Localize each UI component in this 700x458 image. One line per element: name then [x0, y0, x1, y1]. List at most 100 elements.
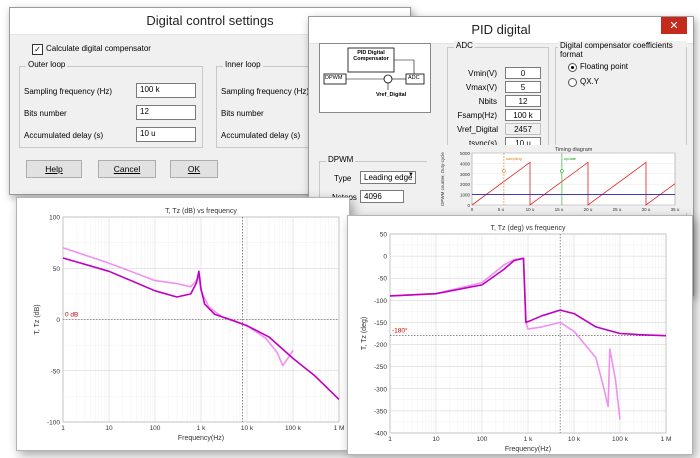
phase-plot-window: T, Tz (deg) vs frequency Frequency(Hz) T, …	[347, 215, 693, 455]
pid-titlebar[interactable]: PID digital ✕	[309, 17, 693, 44]
x-tick-label: 1 M	[334, 425, 345, 432]
window-title: Digital control settings	[146, 13, 274, 28]
outer-bits-label: Bits number	[24, 109, 67, 118]
y-tick-label: -200	[374, 342, 387, 349]
adc-row-field[interactable]: 0	[505, 67, 541, 79]
inner-delay-label: Accumulated delay (s)	[221, 131, 301, 140]
timing-diagram: Timing diagram DPWM counter, Duty-cycle 50…	[427, 145, 687, 213]
timing-y-tick: 0	[467, 203, 470, 208]
timing-x-tick: 5 u	[498, 207, 505, 212]
mag_plot-ylabel: T, Tz (dB)	[34, 304, 41, 334]
series-line	[389, 257, 621, 420]
x-tick-label: 100 k	[285, 425, 302, 432]
adc-row-field[interactable]: 12	[505, 95, 541, 107]
dpwm-type-select[interactable]: Leading edge ▼	[360, 171, 416, 184]
series-line	[62, 257, 340, 400]
y-tick-label: -100	[374, 298, 387, 305]
outer-delay-field[interactable]: 10 u	[136, 127, 196, 142]
y-tick-label: -350	[374, 408, 387, 415]
x-tick-label: 10	[432, 436, 440, 443]
series-line	[62, 247, 294, 367]
y-tick-label: 50	[53, 266, 61, 273]
reference-label: -180°	[392, 327, 408, 335]
inner-sampling-label: Sampling frequency (Hz)	[221, 87, 310, 96]
compensator-block-label: PID Digital Compensator	[353, 50, 389, 62]
floating-point-radio[interactable]	[568, 63, 577, 72]
inner-bits-label: Bits number	[221, 109, 264, 118]
phase-plot: T, Tz (deg) vs frequency Frequency(Hz) T, …	[361, 225, 671, 453]
inner-loop-group: Inner loop Sampling frequency (Hz) Bits …	[216, 60, 337, 148]
y-tick-label: -50	[378, 276, 388, 283]
y-tick-label: -300	[374, 386, 387, 393]
qxy-radio[interactable]	[568, 78, 577, 87]
block-diagram-svg	[323, 47, 425, 90]
outer-loop-label: Outer loop	[26, 60, 68, 69]
timing-sampling-point	[502, 169, 506, 173]
timing-y-tick: 2000	[460, 182, 471, 187]
mag_plot-title: T, Tz (dB) vs frequency	[165, 208, 237, 215]
adc-block-label: ADC	[408, 75, 420, 81]
outer-bits-field[interactable]: 12	[136, 105, 196, 120]
outer-sampling-field[interactable]: 100 k	[136, 83, 196, 98]
timing-y-tick: 5000	[460, 151, 471, 156]
x-tick-label: 1 k	[524, 436, 533, 443]
adc-row-label: Fsamp(Hz)	[457, 111, 497, 120]
adc-row-field[interactable]: 5	[505, 81, 541, 93]
x-tick-label: 1	[61, 425, 65, 432]
timing-x-tick: 0	[471, 207, 474, 212]
calculate-compensator-checkbox[interactable]: ✓	[32, 44, 43, 55]
outer-delay-label: Accumulated delay (s)	[24, 131, 104, 140]
coeff-format-label: Digital compensator coefficients format	[558, 41, 686, 59]
y-tick-label: 0	[383, 254, 387, 261]
qxy-label: QX.Y	[580, 77, 600, 86]
outer-loop-group: Outer loop Sampling frequency (Hz) 100 k…	[19, 60, 203, 148]
timing-sampling-label: sampling	[506, 156, 522, 161]
nsteps-field[interactable]: 4096	[360, 190, 404, 203]
timing-update-label: update	[564, 156, 577, 161]
timing-y-tick: 1000	[460, 193, 471, 198]
series-line	[389, 257, 667, 337]
reference-label: 0 dB	[65, 312, 78, 319]
chevron-down-icon[interactable]: ▼	[408, 172, 414, 178]
timing-y-tick: 3000	[460, 172, 471, 177]
x-tick-label: 10 k	[568, 436, 581, 443]
timing-y-tick: 4000	[460, 161, 471, 166]
y-tick-label: 0	[56, 317, 60, 324]
pid-window-title: PID digital	[471, 22, 531, 37]
coeff-format-group: Digital compensator coefficients format …	[555, 41, 687, 157]
cancel-button[interactable]: Cancel	[98, 160, 156, 178]
adc-row-field[interactable]: 100 k	[505, 109, 541, 121]
x-tick-label: 1 k	[197, 425, 206, 432]
timing-x-tick: 30 u	[642, 207, 651, 212]
timing-update-point	[560, 169, 564, 173]
dpwm-type-label: Type	[334, 174, 352, 183]
timing-title: Timing diagram	[555, 147, 593, 153]
magnitude-plot: T, Tz (dB) vs frequency Frequency(Hz) T, T…	[34, 208, 345, 442]
help-button[interactable]: Help	[26, 160, 82, 178]
adc-row-label: tsync(s)	[469, 139, 497, 148]
timing-x-tick: 20 u	[584, 207, 593, 212]
y-tick-label: -250	[374, 364, 387, 371]
ok-button[interactable]: OK	[170, 160, 218, 178]
x-tick-label: 100	[477, 436, 488, 443]
magnitude-plot-window: T, Tz (dB) vs frequency Frequency(Hz) T, T…	[16, 197, 350, 451]
timing-x-tick: 10 u	[526, 207, 535, 212]
x-tick-label: 100	[150, 425, 161, 432]
phase_plot-xlabel: Frequency(Hz)	[505, 446, 551, 453]
timing-diagram-svg: Timing diagram DPWM counter, Duty-cycle 50…	[427, 145, 687, 213]
inner-loop-label: Inner loop	[223, 60, 263, 69]
y-tick-label: -400	[374, 431, 387, 438]
close-icon[interactable]: ✕	[661, 17, 687, 34]
y-tick-label: 50	[380, 232, 388, 239]
dpwm-block-label: DPWM	[325, 75, 343, 81]
timing-x-tick: 35 u	[671, 207, 680, 212]
outer-sampling-label: Sampling frequency (Hz)	[24, 87, 113, 96]
x-tick-label: 100 k	[612, 436, 629, 443]
x-tick-label: 10 k	[241, 425, 254, 432]
calculate-compensator-label: Calculate digital compensator	[46, 44, 151, 53]
timing-x-tick: 25 u	[613, 207, 622, 212]
phase_plot-ylabel: T, Tz (deg)	[361, 317, 368, 350]
adc-row-label: Vmax(V)	[465, 83, 497, 92]
block-diagram: PID Digital Compensator DPWM ADC Vref_Di…	[319, 43, 431, 113]
x-tick-label: 1	[388, 436, 392, 443]
